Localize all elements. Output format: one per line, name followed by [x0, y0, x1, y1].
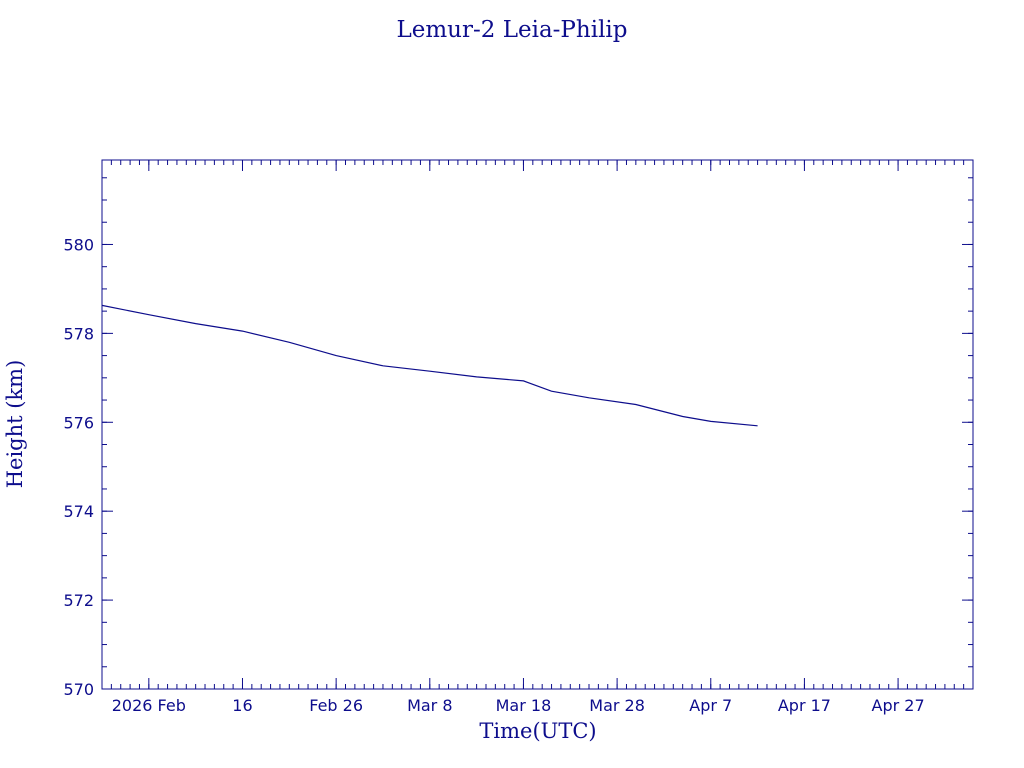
y-tick-label: 572	[63, 591, 94, 610]
plot-frame	[101, 159, 974, 690]
x-tick-label: Apr 7	[689, 696, 732, 715]
x-tick-label: Apr 27	[872, 696, 925, 715]
y-tick-label: 580	[63, 235, 94, 254]
x-tick-label: 2026 Feb	[112, 696, 186, 715]
chart-title: Lemur-2 Leia-Philip	[396, 17, 627, 43]
y-tick-label: 578	[63, 324, 94, 343]
x-tick-label: Mar 18	[496, 696, 552, 715]
y-axis-label: Height (km)	[3, 360, 27, 489]
y-tick-label: 570	[63, 680, 94, 699]
x-tick-label: 16	[232, 696, 252, 715]
y-tick-label: 574	[63, 502, 94, 521]
minor-ticks	[101, 160, 974, 690]
x-axis-label: Time(UTC)	[479, 719, 596, 743]
y-tick-label: 576	[63, 413, 94, 432]
x-tick-label: Apr 17	[778, 696, 831, 715]
x-tick-label: Mar 28	[589, 696, 645, 715]
x-tick-label: Mar 8	[407, 696, 452, 715]
height-series-line	[101, 304, 758, 427]
x-tick-labels: 2026 Feb 16 Feb 26 Mar 8 Mar 18 Mar 28 Apr 7 Ap…	[112, 696, 925, 715]
y-tick-labels: 570 572 574 576 578 580	[63, 235, 94, 699]
major-ticks	[102, 160, 973, 690]
x-tick-label: Feb 26	[309, 696, 363, 715]
